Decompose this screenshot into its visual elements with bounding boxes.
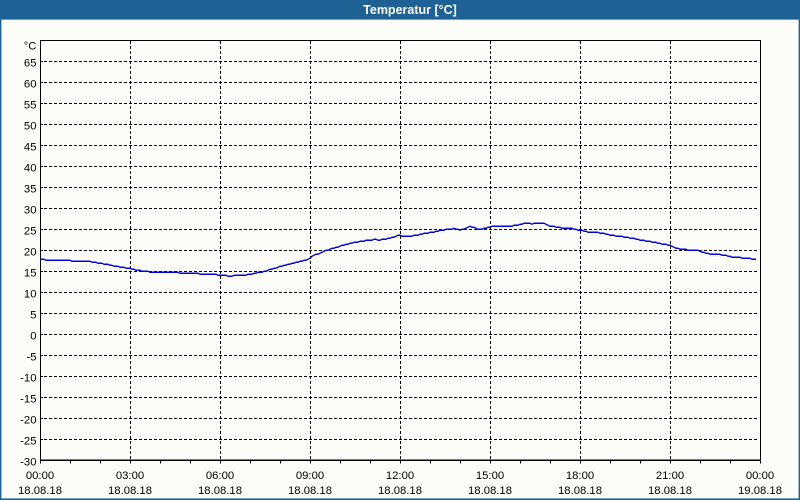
svg-text:Temperatur [°C]: Temperatur [°C] xyxy=(363,3,457,17)
svg-text:18.08.18: 18.08.18 xyxy=(108,485,152,497)
svg-text:-10: -10 xyxy=(20,373,36,385)
svg-text:20: 20 xyxy=(24,247,37,259)
svg-text:40: 40 xyxy=(24,163,37,175)
svg-text:10: 10 xyxy=(24,289,37,301)
svg-text:55: 55 xyxy=(24,100,37,112)
svg-text:-15: -15 xyxy=(20,394,36,406)
svg-text:45: 45 xyxy=(24,142,37,154)
svg-text:00:00: 00:00 xyxy=(26,470,54,482)
svg-text:30: 30 xyxy=(24,205,37,217)
svg-text:°C: °C xyxy=(24,41,37,53)
svg-text:35: 35 xyxy=(24,184,37,196)
svg-text:18.08.18: 18.08.18 xyxy=(198,485,242,497)
svg-text:-20: -20 xyxy=(20,415,36,427)
svg-text:21:00: 21:00 xyxy=(656,470,684,482)
svg-text:00:00: 00:00 xyxy=(746,470,774,482)
svg-text:25: 25 xyxy=(24,226,37,238)
svg-text:15:00: 15:00 xyxy=(476,470,504,482)
svg-text:-30: -30 xyxy=(20,457,36,469)
svg-text:-5: -5 xyxy=(26,352,36,364)
svg-text:-25: -25 xyxy=(20,436,36,448)
svg-text:09:00: 09:00 xyxy=(296,470,324,482)
svg-text:0: 0 xyxy=(30,331,36,343)
svg-text:06:00: 06:00 xyxy=(206,470,234,482)
svg-text:5: 5 xyxy=(30,310,36,322)
svg-text:19.08.18: 19.08.18 xyxy=(738,485,782,497)
svg-text:18.08.18: 18.08.18 xyxy=(18,485,62,497)
svg-text:18.08.18: 18.08.18 xyxy=(558,485,602,497)
svg-text:15: 15 xyxy=(24,268,37,280)
svg-text:03:00: 03:00 xyxy=(116,470,144,482)
svg-text:18.08.18: 18.08.18 xyxy=(378,485,422,497)
svg-text:18:00: 18:00 xyxy=(566,470,594,482)
svg-text:60: 60 xyxy=(24,79,37,91)
svg-text:18.08.18: 18.08.18 xyxy=(468,485,512,497)
svg-text:18.08.18: 18.08.18 xyxy=(648,485,692,497)
svg-text:50: 50 xyxy=(24,121,37,133)
svg-text:65: 65 xyxy=(24,58,37,70)
svg-text:18.08.18: 18.08.18 xyxy=(288,485,332,497)
svg-text:12:00: 12:00 xyxy=(386,470,414,482)
